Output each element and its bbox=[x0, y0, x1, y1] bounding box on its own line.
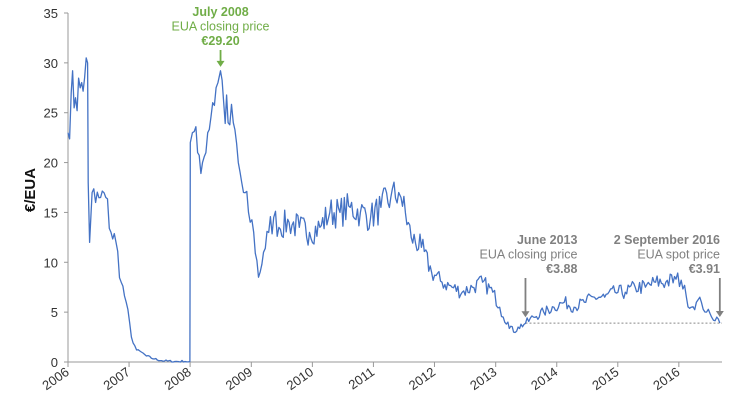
x-tick-label: 2011 bbox=[346, 364, 378, 392]
x-tick-label: 2009 bbox=[223, 364, 255, 393]
series-line bbox=[67, 57, 721, 363]
annotation-title: June 2013 bbox=[517, 233, 578, 247]
x-tick-label: 2015 bbox=[589, 364, 621, 393]
y-axis: 0 5 10 15 20 25 30 35 bbox=[44, 6, 69, 370]
y-tick-label: 35 bbox=[44, 6, 58, 21]
y-tick-label: 0 bbox=[51, 355, 58, 370]
x-tick-label: 2013 bbox=[467, 364, 499, 393]
annotation-text: EUA closing price bbox=[479, 248, 577, 262]
annotation-value: €3.88 bbox=[546, 262, 577, 276]
y-tick-label: 20 bbox=[44, 156, 58, 171]
y-tick-label: 30 bbox=[44, 56, 58, 71]
annotation-text: EUA closing price bbox=[172, 20, 270, 34]
x-tick-label: 2014 bbox=[528, 364, 560, 393]
y-tick-label: 10 bbox=[44, 255, 58, 270]
x-axis: 2006 2007 2008 2009 2010 2011 2012 2013 2014 2015… bbox=[39, 361, 722, 393]
annotation-arrow-head bbox=[521, 311, 530, 318]
x-tick-label: 2016 bbox=[650, 364, 682, 393]
y-tick-label: 25 bbox=[44, 106, 58, 121]
y-tick-label: 15 bbox=[44, 205, 58, 220]
series-group bbox=[67, 57, 721, 363]
x-tick-label: 2007 bbox=[100, 364, 132, 393]
annotation-title: July 2008 bbox=[192, 5, 248, 19]
y-axis-label: €/EUA bbox=[22, 168, 39, 212]
annotation-value: €3.91 bbox=[689, 262, 720, 276]
x-tick-label: 2012 bbox=[406, 364, 438, 393]
annotation-arrow-head bbox=[715, 311, 724, 318]
x-tick-label: 2006 bbox=[39, 364, 71, 393]
x-tick-label: 2008 bbox=[162, 364, 194, 393]
annotation-text: EUA spot price bbox=[637, 248, 720, 262]
x-tick-label: 2010 bbox=[284, 364, 316, 393]
y-tick-label: 5 bbox=[51, 305, 58, 320]
annotation-title: 2 September 2016 bbox=[614, 233, 720, 247]
annotation-value: €29.20 bbox=[201, 34, 239, 48]
annotation-arrow-head bbox=[216, 60, 225, 67]
